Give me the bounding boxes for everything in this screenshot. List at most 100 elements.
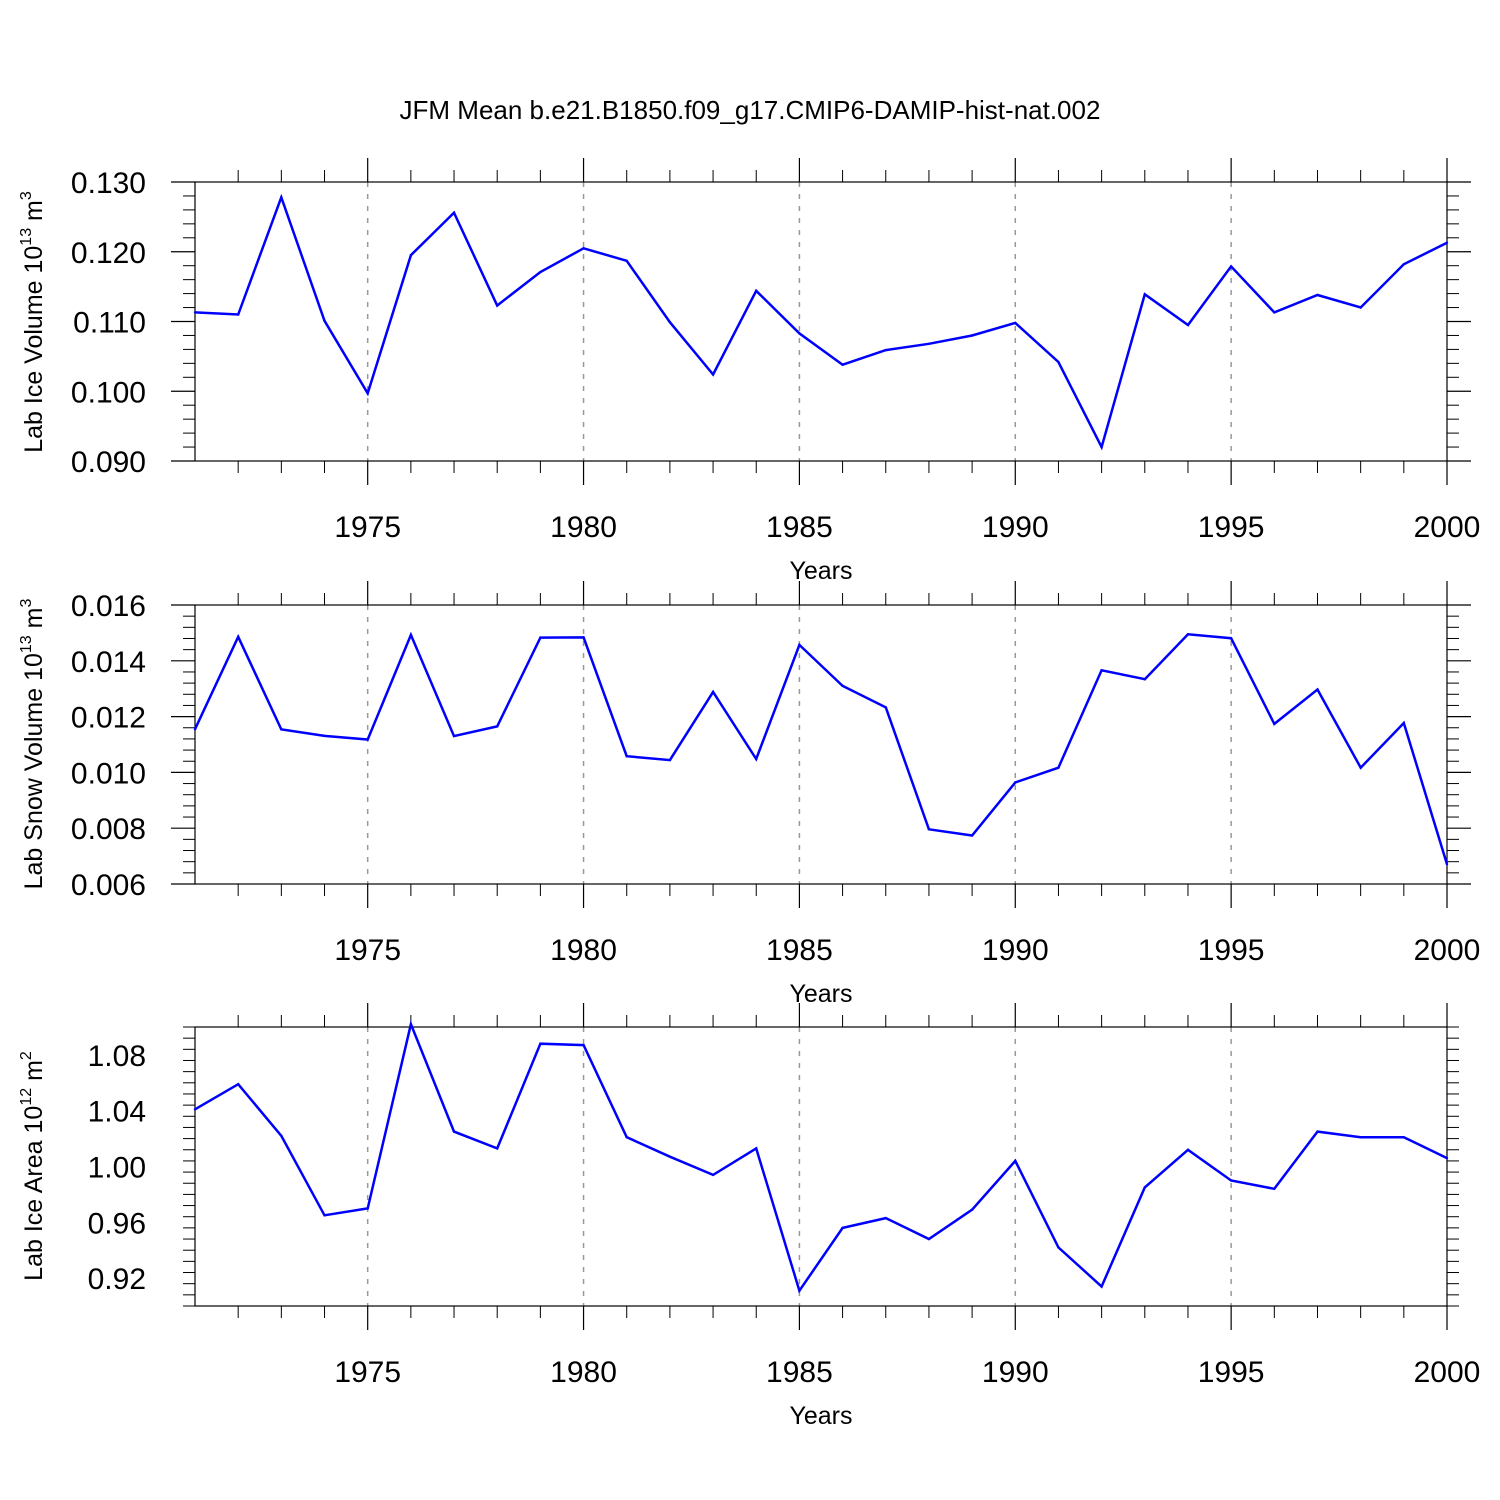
data-point xyxy=(1229,265,1233,268)
data-point xyxy=(1316,1130,1319,1133)
data-point xyxy=(323,734,326,738)
data-point xyxy=(1445,1156,1449,1160)
data-point xyxy=(496,725,499,728)
data-point xyxy=(1273,722,1276,726)
data-point xyxy=(280,728,283,731)
data-point xyxy=(884,706,887,709)
x-tick-label: 2000 xyxy=(1414,1356,1481,1389)
data-point xyxy=(539,270,542,274)
data-point xyxy=(1402,1136,1406,1139)
data-point xyxy=(237,1083,240,1086)
data-point xyxy=(755,1147,758,1150)
data-point xyxy=(1014,781,1017,784)
panel-1: 0.090 0.100 0.110 0.120 0.130 1975 1980 1985 199… xyxy=(18,158,1480,585)
data-point xyxy=(1445,863,1449,866)
x-tick-label: 1985 xyxy=(766,934,833,967)
y-tick-label: 0.012 xyxy=(71,702,146,735)
y-tick-label: 1.08 xyxy=(88,1040,146,1073)
y-tick-label: 0.016 xyxy=(71,590,146,623)
data-point xyxy=(798,1289,801,1292)
y-tick-label: 0.92 xyxy=(88,1263,146,1296)
x-tick-label: 1990 xyxy=(982,934,1049,967)
x-tick-label: 1980 xyxy=(550,511,617,544)
data-point xyxy=(1316,293,1319,297)
data-point xyxy=(1186,323,1190,327)
data-point xyxy=(927,828,931,831)
data-point xyxy=(1100,669,1103,672)
y-tick-label: 0.96 xyxy=(88,1207,146,1240)
y-tick-label: 0.006 xyxy=(71,869,146,902)
data-point xyxy=(970,1208,974,1211)
data-point xyxy=(668,1155,672,1158)
x-tick-label: 1990 xyxy=(982,511,1049,544)
data-point xyxy=(1229,637,1233,640)
data-point xyxy=(1057,766,1060,769)
chart-title: JFM Mean b.e21.B1850.f09_g17.CMIP6-DAMIP… xyxy=(400,95,1101,125)
data-point xyxy=(539,636,542,639)
panel-3: 0.92 0.96 1.00 1.04 1.08 1975 1980 1985 1990 1995… xyxy=(18,1003,1480,1430)
data-point xyxy=(884,348,887,352)
data-point xyxy=(1402,263,1406,266)
x-tick-label: 1995 xyxy=(1198,511,1265,544)
data-point xyxy=(668,321,672,324)
data-point xyxy=(280,1134,283,1138)
data-point xyxy=(193,1108,197,1111)
x-tick-label: 1975 xyxy=(334,1356,401,1389)
data-point xyxy=(452,211,456,214)
data-point xyxy=(625,1136,628,1139)
data-point xyxy=(582,247,585,250)
y-tick-label: 0.130 xyxy=(71,167,146,200)
data-point xyxy=(1014,321,1017,325)
series-line xyxy=(194,193,1448,451)
data-point xyxy=(323,319,326,322)
data-point xyxy=(1186,1148,1190,1152)
data-point xyxy=(452,734,456,738)
data-point xyxy=(711,373,715,376)
data-point xyxy=(668,758,672,762)
data-point xyxy=(1143,678,1147,681)
data-point xyxy=(323,1214,326,1217)
x-tick-label: 1975 xyxy=(334,511,401,544)
data-point xyxy=(841,1226,844,1230)
data-point xyxy=(1057,1246,1060,1249)
data-point xyxy=(798,332,801,335)
y-axis-title: Lab Ice Volume 1013 m3 xyxy=(18,191,48,453)
y-tick-label: 0.120 xyxy=(71,237,146,270)
data-point xyxy=(1143,1186,1147,1189)
data-point xyxy=(1229,1179,1233,1182)
x-tick-label: 1995 xyxy=(1198,934,1265,967)
x-tick-label: 1995 xyxy=(1198,1356,1265,1389)
data-point xyxy=(193,728,197,731)
x-tick-label: 1975 xyxy=(334,934,401,967)
plot-frame xyxy=(194,604,1448,885)
y-tick-label: 0.014 xyxy=(71,646,146,679)
data-point xyxy=(1445,241,1449,244)
data-point xyxy=(409,1022,413,1026)
y-axis-title: Lab Snow Volume 1013 m3 xyxy=(18,599,48,890)
data-point xyxy=(1273,311,1276,314)
data-point xyxy=(755,757,758,761)
data-point xyxy=(582,1043,585,1047)
data-point xyxy=(1143,293,1147,296)
x-tick-label: 1985 xyxy=(766,511,833,544)
data-point xyxy=(366,1207,369,1210)
y-tick-label: 0.008 xyxy=(71,813,146,846)
data-point xyxy=(237,313,240,316)
data-point xyxy=(409,254,413,257)
data-point xyxy=(884,1216,887,1220)
y-axis-title: Lab Ice Area 1012 m2 xyxy=(18,1051,48,1281)
data-point xyxy=(1359,766,1362,769)
y-tick-label: 0.090 xyxy=(71,446,146,479)
data-point xyxy=(927,1237,931,1241)
data-point xyxy=(539,1042,542,1045)
data-point xyxy=(409,633,413,637)
data-point xyxy=(1359,1136,1362,1139)
data-point xyxy=(625,755,628,758)
x-tick-label: 1985 xyxy=(766,1356,833,1389)
data-point xyxy=(841,363,844,366)
x-tick-label: 1980 xyxy=(550,934,617,967)
data-point xyxy=(1186,633,1190,636)
x-tick-label: 2000 xyxy=(1414,934,1481,967)
x-axis-title: Years xyxy=(789,557,852,585)
